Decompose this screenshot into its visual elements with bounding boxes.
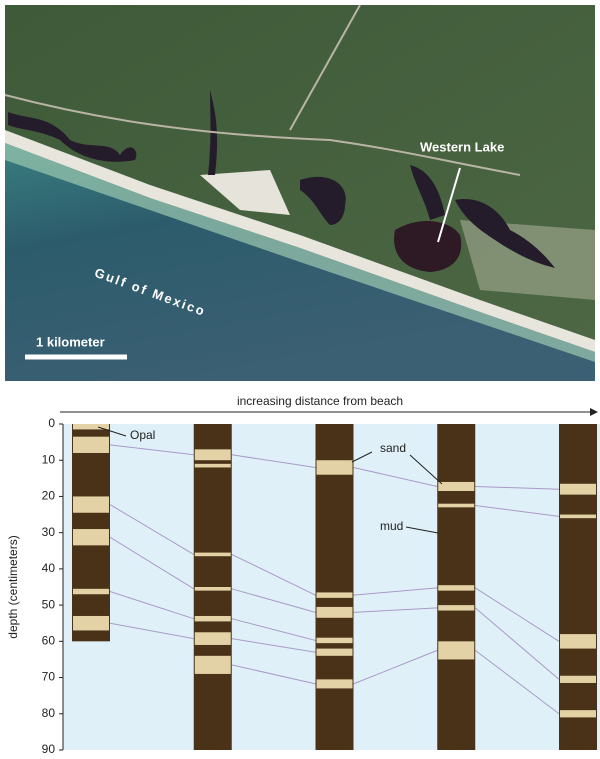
sand-layer xyxy=(73,424,109,430)
leader xyxy=(351,451,373,463)
core xyxy=(315,424,354,750)
sand-layer xyxy=(194,615,231,622)
correlation-line xyxy=(109,444,194,456)
y-tick-label: 30 xyxy=(42,525,56,539)
leader xyxy=(405,526,439,534)
sand-layer xyxy=(73,496,109,513)
sand-layer xyxy=(438,641,475,660)
y-tick-label: 50 xyxy=(42,597,56,611)
annotation: Opal xyxy=(130,428,155,442)
y-tick-label: 40 xyxy=(42,561,56,575)
sand-layer xyxy=(560,710,596,718)
sand-layer xyxy=(560,483,596,495)
correlation-line xyxy=(231,664,316,685)
correlation-line xyxy=(474,607,560,680)
annotation: sand xyxy=(380,441,406,455)
correlation-line xyxy=(474,649,560,715)
correlation-line xyxy=(353,649,438,685)
correlation-line xyxy=(109,622,194,640)
y-tick-label: 70 xyxy=(42,670,56,684)
sand-layer xyxy=(560,514,596,519)
sand-layer xyxy=(73,615,109,631)
sand-layer xyxy=(316,592,353,598)
sand-layer xyxy=(438,481,475,492)
arrow-head xyxy=(590,408,598,416)
leader xyxy=(97,426,127,437)
correlation-line xyxy=(109,536,195,590)
sand-layer xyxy=(194,463,231,468)
x-axis-label: increasing distance from beach xyxy=(237,394,403,408)
sand-layer xyxy=(560,634,596,649)
correlation-line xyxy=(475,505,560,517)
correlation-line xyxy=(231,588,316,613)
satellite-image: Western Lake Gulf of Mexico 1 kilometer xyxy=(5,5,595,381)
correlation-line xyxy=(231,638,316,653)
sand-layer xyxy=(438,585,475,591)
correlation-line xyxy=(109,591,194,620)
sand-layer xyxy=(316,637,353,644)
correlation-line xyxy=(231,553,316,596)
correlation-line xyxy=(475,485,560,490)
y-tick-label: 20 xyxy=(42,489,56,503)
sand-layer xyxy=(316,460,353,475)
sand-layer xyxy=(560,675,596,683)
annotation: mud xyxy=(380,519,403,533)
y-tick-label: 10 xyxy=(42,452,56,466)
correlation-line xyxy=(353,587,438,596)
sand-layer xyxy=(194,632,231,645)
sand-layer xyxy=(316,648,353,656)
sand-layer xyxy=(316,606,353,618)
sand-layer xyxy=(194,655,231,674)
correlation-line xyxy=(353,466,438,487)
sand-layer xyxy=(438,605,475,611)
sand-layer xyxy=(316,679,353,689)
sand-layer xyxy=(73,436,109,453)
core xyxy=(559,424,597,750)
scale-label: 1 kilometer xyxy=(36,334,105,349)
y-tick-label: 60 xyxy=(42,634,56,648)
correlation-line xyxy=(231,618,316,641)
lake-label: Western Lake xyxy=(420,139,504,154)
y-tick-label: 90 xyxy=(42,742,56,756)
leader xyxy=(409,454,443,485)
sand-layer xyxy=(73,588,109,595)
correlation-line xyxy=(353,607,438,613)
sand-layer xyxy=(194,552,231,557)
sand-layer xyxy=(194,587,231,591)
y-axis-label: depth (centimeters) xyxy=(6,535,20,638)
sand-layer xyxy=(438,503,475,508)
sand-layer xyxy=(194,449,231,461)
correlation-line xyxy=(474,587,560,642)
y-tick-label: 80 xyxy=(42,706,56,720)
sand-layer xyxy=(73,529,109,546)
correlation-line xyxy=(231,454,316,468)
correlation-line xyxy=(109,504,195,555)
y-tick-label: 0 xyxy=(48,416,55,430)
